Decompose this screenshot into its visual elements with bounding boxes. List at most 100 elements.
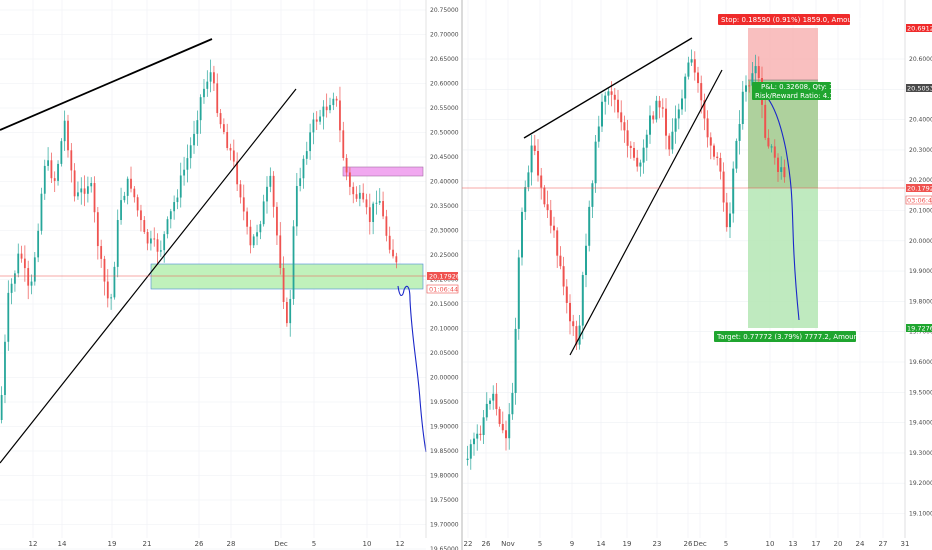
candle-body	[166, 219, 169, 235]
left-candles	[0, 59, 398, 424]
candle-body	[658, 100, 661, 108]
candle-body	[489, 400, 491, 404]
candle-body	[492, 393, 495, 401]
candle-body	[289, 298, 292, 324]
right-x-tick: 19	[623, 540, 632, 548]
candle-body	[332, 98, 335, 106]
right-x-tick: 26	[482, 540, 491, 548]
left-y-tick: 20.75000	[430, 7, 459, 14]
candle-body	[150, 238, 152, 244]
candle-body	[103, 258, 106, 282]
candle-body	[703, 100, 706, 119]
right-x-tick: 5	[538, 540, 542, 548]
candle-body	[319, 116, 321, 122]
candle-body	[120, 200, 122, 221]
candle-body	[485, 403, 488, 418]
candle-body	[90, 183, 93, 187]
candle-body	[183, 169, 185, 176]
candle-body	[249, 226, 252, 246]
candle-body	[633, 147, 635, 158]
candle-body	[262, 201, 265, 225]
price-badge	[427, 272, 458, 280]
candle-body	[20, 253, 23, 259]
upper-trendline	[0, 38, 213, 131]
candle-body	[203, 88, 205, 98]
candle-body	[559, 255, 562, 267]
candle-body	[719, 157, 722, 172]
left-x-tick: 26	[195, 540, 204, 548]
candle-body	[382, 201, 384, 217]
candle-body	[511, 392, 514, 415]
candle-body	[375, 202, 378, 204]
candle-body	[636, 157, 639, 167]
right-x-tick: Dec	[693, 540, 707, 548]
candle-body	[476, 433, 479, 439]
candle-body	[725, 202, 728, 228]
left-time-axis: 12 14 19 21 26 28 Dec 5 10 12	[29, 540, 405, 548]
candle-body	[110, 297, 113, 299]
candle-body	[226, 132, 229, 149]
left-x-tick: 10	[363, 540, 372, 548]
candle-body	[358, 192, 361, 199]
candle-body	[256, 232, 258, 237]
candle-body	[345, 157, 348, 173]
candle-body	[312, 119, 315, 133]
candle-body	[156, 239, 159, 252]
right-x-tick: 9	[570, 540, 574, 548]
candle-body	[206, 81, 209, 89]
candle-body	[67, 120, 69, 151]
right-y-tick: 19.80000	[909, 298, 932, 305]
candle-body	[783, 167, 786, 178]
candle-body	[329, 105, 331, 111]
stop-price-text: 20.69124	[907, 25, 932, 33]
candle-body	[581, 275, 584, 326]
candle-body	[153, 238, 156, 240]
candle-body	[213, 72, 215, 84]
candle-body	[349, 172, 351, 187]
candle-body	[116, 220, 119, 267]
right-y-tick: 20.20000	[909, 177, 932, 184]
candle-body	[553, 225, 555, 231]
candle-body	[126, 178, 129, 196]
support-zone	[150, 263, 424, 290]
candle-body	[546, 204, 549, 211]
candle-body	[0, 394, 3, 420]
candle-body	[325, 106, 328, 111]
candle-body	[661, 107, 664, 109]
right-x-tick: 22	[464, 540, 473, 548]
candle-body	[10, 283, 13, 293]
left-y-tick: 20.10000	[430, 326, 459, 333]
left-y-tick: 20.15000	[430, 301, 459, 308]
candle-body	[773, 146, 776, 158]
candle-body	[222, 124, 225, 133]
candle-body	[594, 141, 597, 184]
left-x-tick: Dec	[274, 540, 288, 548]
candle-body	[96, 212, 99, 247]
candle-body	[473, 438, 475, 445]
candle-body	[189, 145, 192, 159]
candle-body	[80, 188, 83, 193]
right-y-tick: 19.20000	[909, 480, 932, 487]
stop-price-badge	[906, 24, 932, 32]
candle-body	[565, 286, 568, 303]
left-price-axis: 20.75000 20.70000 20.65000 20.60000 20.55000…	[430, 7, 459, 550]
candle-body	[649, 115, 651, 135]
right-y-tick: 20.30000	[909, 147, 932, 154]
candle-body	[517, 257, 520, 329]
right-x-tick: 14	[597, 540, 606, 548]
candle-body	[562, 266, 565, 287]
right-lower-trendline	[569, 69, 723, 356]
candle-body	[216, 83, 219, 114]
candle-body	[193, 133, 195, 146]
left-y-tick: 20.65000	[430, 56, 459, 63]
right-y-tick: 19.60000	[909, 359, 932, 366]
candle-body	[780, 167, 783, 172]
candle-body	[508, 414, 511, 439]
left-y-tick: 19.75000	[430, 497, 459, 504]
candle-body	[674, 118, 677, 132]
candle-body	[146, 232, 149, 244]
candle-body	[652, 115, 655, 120]
left-y-tick: 19.85000	[430, 448, 459, 455]
candle-body	[23, 258, 26, 269]
